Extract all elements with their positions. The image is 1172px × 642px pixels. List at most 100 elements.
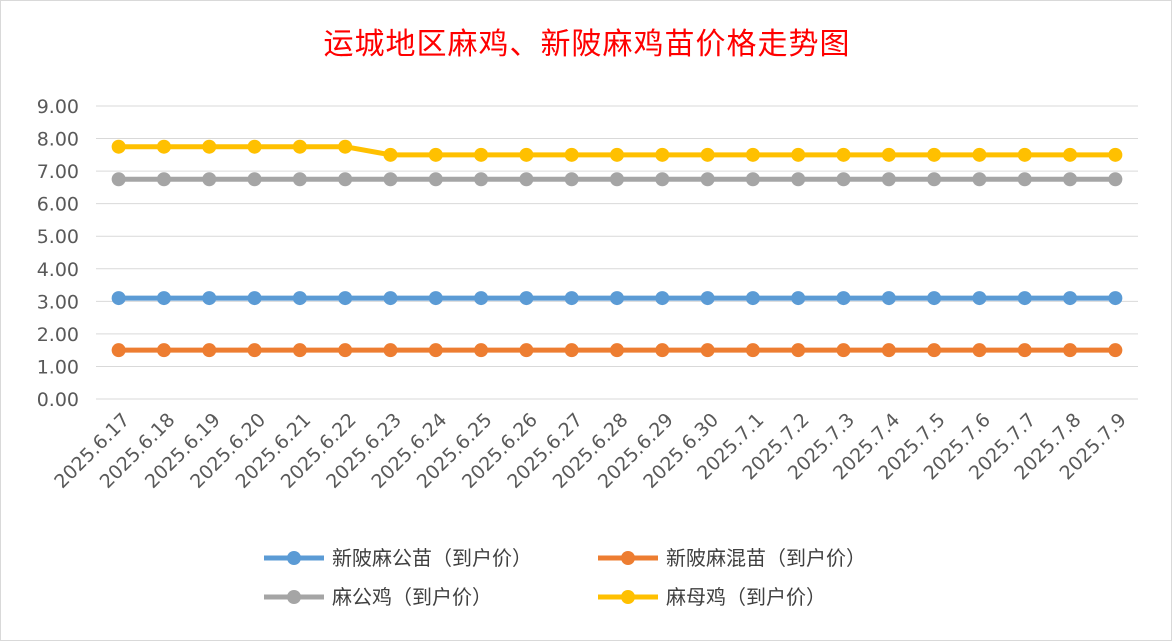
- data-point: [564, 291, 579, 306]
- data-point: [247, 291, 262, 306]
- data-point: [156, 343, 171, 358]
- series-4: [111, 139, 1123, 162]
- data-point: [111, 172, 126, 187]
- legend: 新陂麻公苗（到户价） 新陂麻混苗（到户价） 麻公鸡（到户价） 麻母鸡（到户价）: [264, 546, 866, 609]
- data-point: [972, 147, 987, 162]
- data-point: [610, 291, 624, 306]
- y-tick-label: 2.00: [37, 324, 79, 346]
- data-point: [791, 147, 806, 162]
- legend-item: 新陂麻公苗（到户价）: [264, 546, 532, 570]
- legend-label: 麻公鸡（到户价）: [332, 585, 492, 609]
- legend-item: 麻公鸡（到户价）: [264, 585, 492, 609]
- data-point: [1063, 291, 1078, 306]
- data-point: [428, 343, 443, 358]
- data-point: [655, 291, 670, 306]
- data-point: [474, 291, 489, 306]
- data-point: [791, 291, 806, 306]
- data-point: [1063, 172, 1078, 187]
- data-point: [791, 343, 806, 358]
- data-point: [1063, 147, 1078, 162]
- data-point: [700, 343, 715, 358]
- data-point: [428, 291, 443, 306]
- x-axis-ticks: 2025.6.172025.6.182025.6.192025.6.202025…: [50, 409, 1131, 493]
- data-point: [474, 172, 489, 187]
- data-point: [292, 291, 307, 306]
- chart-title: 运城地区麻鸡、新陂麻鸡苗价格走势图: [323, 27, 851, 62]
- data-point: [202, 343, 217, 358]
- data-point: [881, 172, 896, 187]
- data-point: [745, 291, 760, 306]
- data-point: [972, 172, 987, 187]
- gridlines: [96, 105, 1138, 400]
- series-lines: [111, 139, 1123, 358]
- legend-item: 麻母鸡（到户价）: [598, 585, 826, 609]
- data-point: [1108, 172, 1123, 187]
- data-point: [338, 172, 353, 187]
- data-point: [474, 147, 489, 162]
- data-point: [428, 172, 443, 187]
- data-point: [519, 172, 534, 187]
- data-point: [383, 147, 398, 162]
- data-point: [836, 291, 851, 306]
- data-point: [383, 291, 398, 306]
- series-2: [111, 343, 1123, 358]
- data-point: [1017, 291, 1032, 306]
- data-point: [881, 147, 896, 162]
- y-tick-label: 9.00: [37, 96, 79, 118]
- data-point: [700, 291, 715, 306]
- data-point: [610, 343, 624, 358]
- data-point: [292, 139, 307, 154]
- data-point: [564, 172, 579, 187]
- data-point: [383, 172, 398, 187]
- data-point: [1108, 291, 1123, 306]
- data-point: [202, 291, 217, 306]
- data-point: [1017, 147, 1032, 162]
- data-point: [1063, 343, 1078, 358]
- y-tick-label: 3.00: [37, 291, 79, 313]
- data-point: [111, 139, 126, 154]
- data-point: [745, 172, 760, 187]
- data-point: [927, 291, 942, 306]
- data-point: [156, 139, 171, 154]
- data-point: [383, 343, 398, 358]
- y-tick-label: 8.00: [37, 129, 79, 151]
- data-point: [836, 147, 851, 162]
- data-point: [338, 139, 353, 154]
- data-point: [292, 343, 307, 358]
- y-tick-label: 1.00: [37, 356, 79, 378]
- data-point: [700, 172, 715, 187]
- data-point: [338, 291, 353, 306]
- data-point: [1108, 343, 1123, 358]
- data-point: [519, 147, 534, 162]
- data-point: [564, 147, 579, 162]
- data-point: [247, 343, 262, 358]
- y-tick-label: 7.00: [37, 161, 79, 183]
- y-tick-label: 0.00: [37, 389, 79, 411]
- legend-marker: [621, 590, 635, 604]
- data-point: [1108, 147, 1123, 162]
- data-point: [519, 291, 534, 306]
- data-point: [745, 147, 760, 162]
- legend-marker: [621, 551, 635, 565]
- data-point: [881, 343, 896, 358]
- data-point: [927, 172, 942, 187]
- legend-label: 新陂麻公苗（到户价）: [332, 546, 532, 570]
- data-point: [1017, 343, 1032, 358]
- data-point: [202, 139, 217, 154]
- data-point: [111, 343, 126, 358]
- data-point: [655, 343, 670, 358]
- data-point: [156, 172, 171, 187]
- legend-marker: [287, 590, 301, 604]
- data-point: [972, 343, 987, 358]
- data-point: [247, 139, 262, 154]
- legend-item: 新陂麻混苗（到户价）: [598, 546, 866, 570]
- data-point: [202, 172, 217, 187]
- data-point: [927, 343, 942, 358]
- data-point: [610, 147, 624, 162]
- data-point: [745, 343, 760, 358]
- data-point: [247, 172, 262, 187]
- data-point: [292, 172, 307, 187]
- series-1: [111, 291, 1123, 306]
